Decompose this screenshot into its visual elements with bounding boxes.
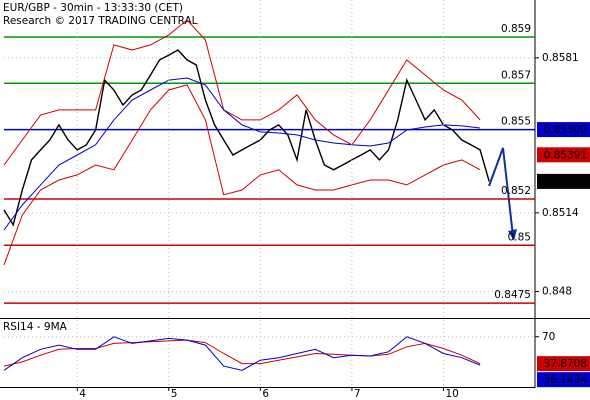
level-label: 0.8475 — [494, 289, 531, 301]
chart-subtitle: Research © 2017 TRADING CENTRAL — [3, 15, 198, 27]
level-label: 0.85 — [508, 231, 531, 243]
y-tick-label: 0.8581 — [542, 52, 579, 64]
forecast-head — [508, 229, 517, 241]
y-tick-label: 0.848 — [542, 286, 572, 298]
price-tag-label: 37.8708 — [544, 358, 587, 370]
level-label: 0.855 — [501, 116, 531, 128]
chart-title: EUR/GBP - 30min - 13:33:30 (CET) — [3, 2, 183, 14]
series-line — [3, 84, 481, 266]
x-tick-label: 6 — [262, 388, 269, 400]
level-label: 0.852 — [501, 185, 531, 197]
x-tick-label: 7 — [354, 388, 361, 400]
forecast-path — [488, 147, 514, 237]
level-label: 0.859 — [501, 23, 531, 35]
series-line — [3, 19, 481, 166]
price-tag — [537, 356, 590, 372]
series-line — [3, 336, 481, 371]
price-tag — [537, 122, 590, 138]
rsi-title: RSI14 - 9MA — [3, 321, 68, 333]
price-tag-label: 36.1434 — [544, 374, 588, 386]
price-tag-label: 0.85276 — [544, 176, 588, 188]
y-tick-label: 70 — [542, 331, 555, 343]
x-tick-label: 4 — [79, 388, 86, 400]
price-tag-label: 0.85391 — [544, 149, 587, 161]
x-tick-label: 10 — [445, 388, 458, 400]
x-tick-label: 5 — [171, 388, 178, 400]
series-line — [3, 339, 481, 367]
series-line — [3, 77, 481, 231]
level-label: 0.857 — [501, 69, 531, 81]
y-tick-label: 0.8514 — [542, 207, 579, 219]
price-tag — [537, 372, 590, 388]
price-tag — [537, 147, 590, 163]
forecast-arrow — [488, 147, 517, 241]
price-tag-label: 0.85500 — [544, 124, 587, 136]
price-tag — [537, 173, 590, 189]
series-line — [3, 49, 490, 227]
